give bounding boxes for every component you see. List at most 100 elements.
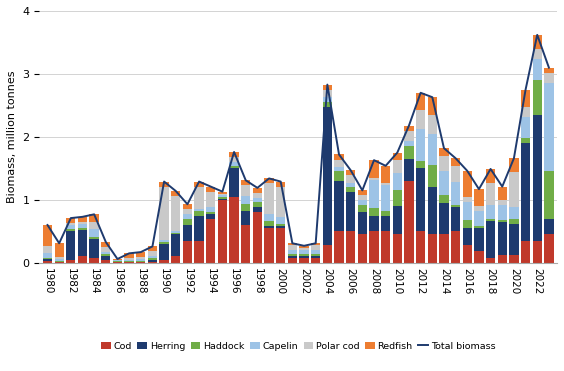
Bar <box>532 80 542 115</box>
Bar <box>334 160 343 167</box>
Bar <box>78 224 87 228</box>
Bar <box>416 168 425 231</box>
Bar <box>276 187 285 217</box>
Bar <box>206 187 215 192</box>
Bar <box>241 211 250 225</box>
Bar <box>78 217 87 222</box>
Y-axis label: Biomass, million tonnes: Biomass, million tonnes <box>7 70 17 203</box>
Bar <box>486 219 495 221</box>
Bar <box>299 248 309 250</box>
Bar <box>451 206 460 207</box>
Bar <box>195 216 204 241</box>
Bar <box>334 181 343 231</box>
Bar <box>428 97 437 115</box>
Bar <box>428 115 437 134</box>
Bar <box>136 259 146 261</box>
Bar <box>43 259 52 261</box>
Bar <box>148 262 157 263</box>
Bar <box>90 258 99 263</box>
Bar <box>218 192 227 194</box>
Bar <box>404 181 413 263</box>
Bar <box>509 255 518 263</box>
Bar <box>160 187 169 240</box>
Bar <box>497 187 507 200</box>
Bar <box>521 138 530 143</box>
Legend: Cod, Herring, Haddock, Capelin, Polar cod, Redfish, Total biomass: Cod, Herring, Haddock, Capelin, Polar co… <box>98 338 499 355</box>
Bar <box>462 227 472 245</box>
Bar <box>393 190 402 206</box>
Bar <box>160 240 169 242</box>
Bar <box>55 262 64 263</box>
Bar <box>381 183 390 186</box>
Bar <box>66 231 76 260</box>
Bar <box>311 254 320 256</box>
Bar <box>311 243 320 245</box>
Bar <box>369 178 378 180</box>
Bar <box>113 259 122 260</box>
Bar <box>521 106 530 117</box>
Bar <box>43 225 52 246</box>
Bar <box>183 204 192 209</box>
Bar <box>195 181 204 187</box>
Bar <box>230 157 239 162</box>
Bar <box>299 250 309 254</box>
Bar <box>183 214 192 219</box>
Bar <box>358 213 367 234</box>
Bar <box>90 229 99 237</box>
Bar <box>404 141 413 146</box>
Bar <box>113 261 122 262</box>
Bar <box>183 241 192 263</box>
Bar <box>346 183 355 187</box>
Bar <box>125 253 134 258</box>
Bar <box>451 181 460 206</box>
Bar <box>288 245 297 250</box>
Bar <box>253 207 262 213</box>
Bar <box>486 183 495 205</box>
Bar <box>101 254 111 256</box>
Bar <box>346 192 355 231</box>
Bar <box>311 258 320 263</box>
Bar <box>323 90 332 97</box>
Bar <box>299 246 309 248</box>
Bar <box>346 175 355 183</box>
Bar <box>148 252 157 256</box>
Bar <box>125 261 134 262</box>
Bar <box>113 260 122 261</box>
Bar <box>183 219 192 225</box>
Bar <box>101 260 111 263</box>
Bar <box>265 214 274 221</box>
Bar <box>497 220 507 222</box>
Bar <box>346 170 355 175</box>
Bar <box>171 233 180 234</box>
Bar <box>381 186 390 210</box>
Bar <box>78 230 87 256</box>
Bar <box>334 154 343 160</box>
Bar <box>43 253 52 258</box>
Bar <box>265 228 274 263</box>
Bar <box>439 171 448 196</box>
Bar <box>206 212 215 214</box>
Bar <box>462 202 472 220</box>
Bar <box>218 199 227 200</box>
Bar <box>276 181 285 187</box>
Bar <box>230 167 239 168</box>
Bar <box>160 181 169 187</box>
Bar <box>346 231 355 263</box>
Bar <box>497 222 507 255</box>
Bar <box>160 260 169 263</box>
Bar <box>171 256 180 263</box>
Bar <box>416 111 425 129</box>
Bar <box>334 231 343 263</box>
Bar <box>404 146 413 159</box>
Bar <box>218 196 227 197</box>
Bar <box>323 97 332 102</box>
Bar <box>509 219 518 224</box>
Bar <box>230 152 239 157</box>
Bar <box>276 224 285 226</box>
Bar <box>369 231 378 263</box>
Bar <box>101 252 111 254</box>
Bar <box>462 220 472 227</box>
Bar <box>171 231 180 233</box>
Bar <box>206 207 215 212</box>
Bar <box>299 258 309 263</box>
